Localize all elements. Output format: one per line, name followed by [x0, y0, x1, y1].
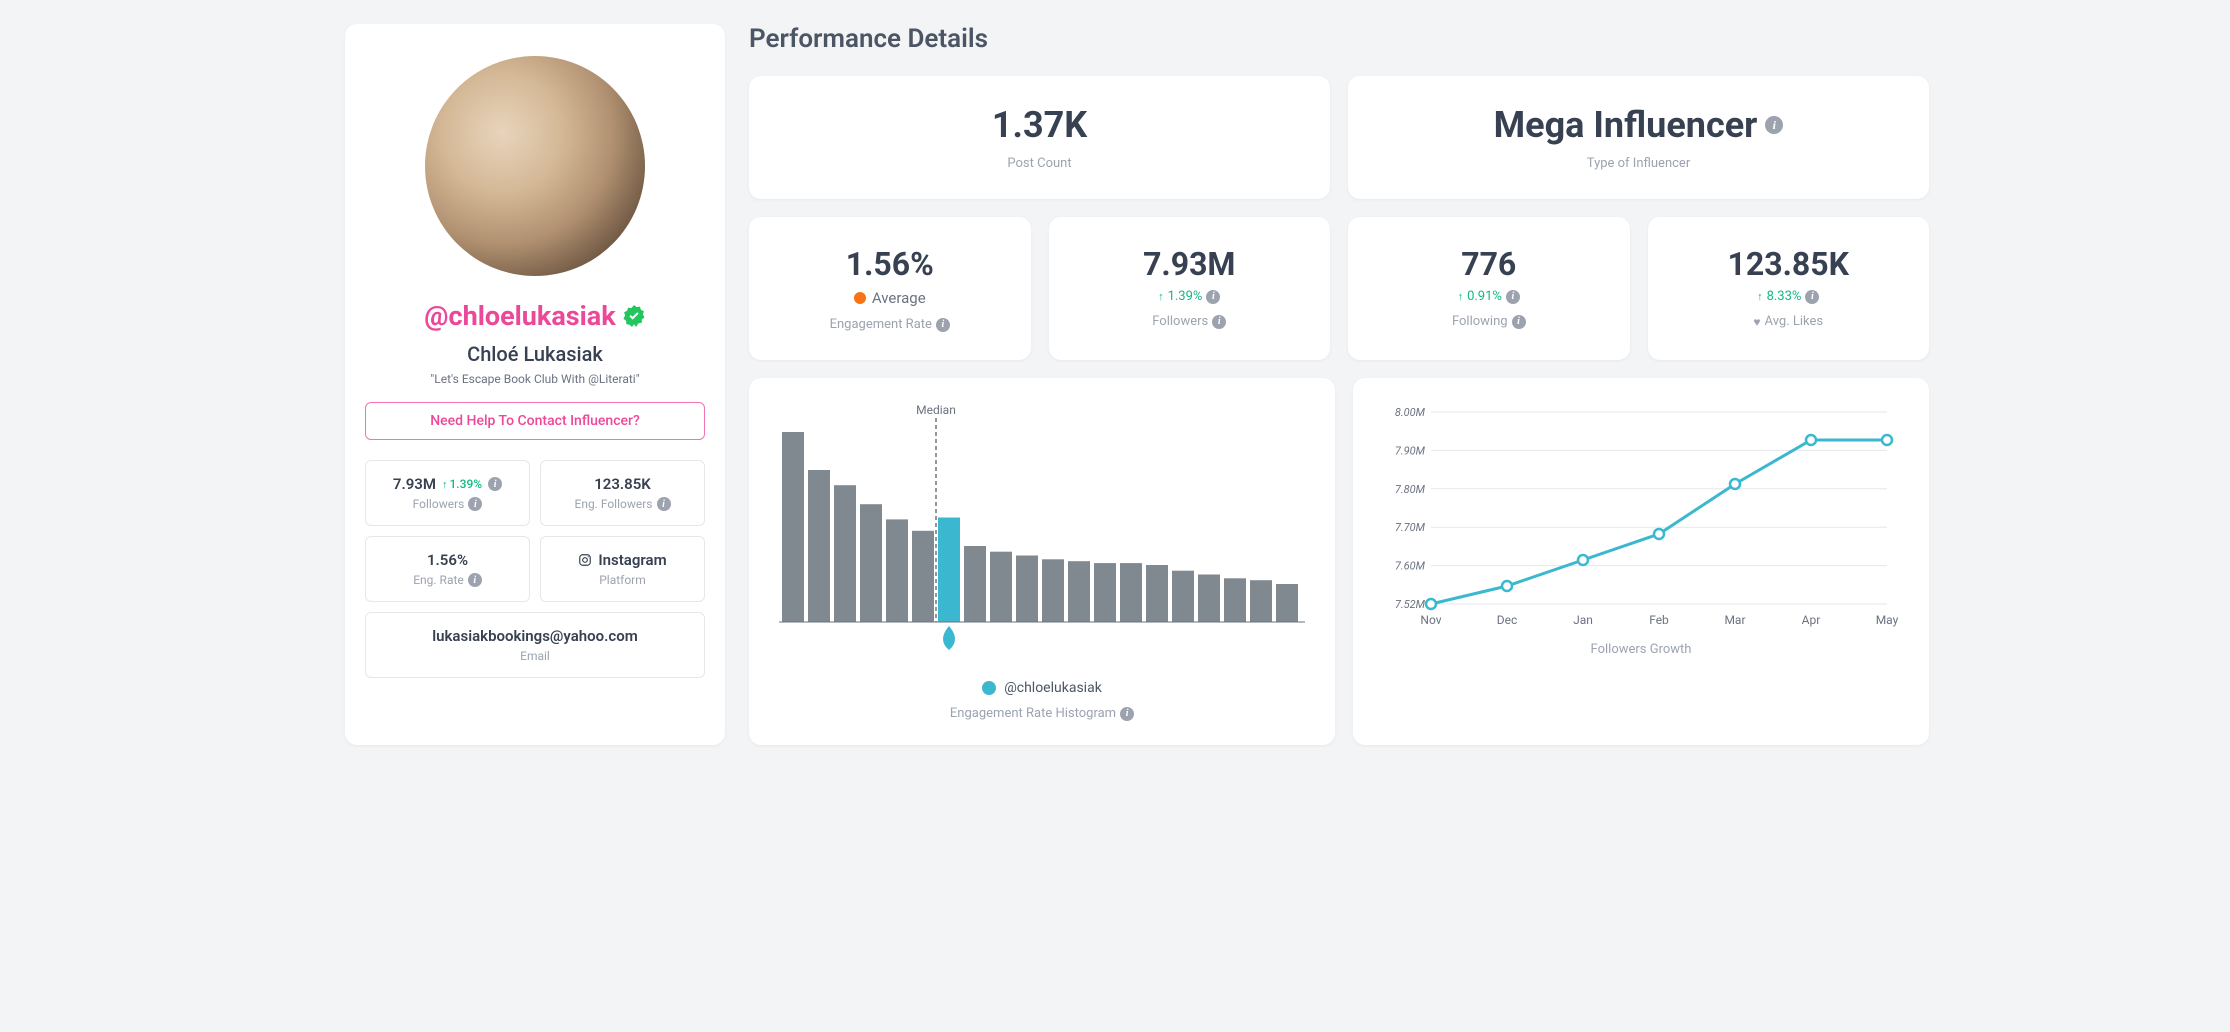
- stat-followers-value: 7.93M: [393, 475, 436, 493]
- stat-eng-followers: 123.85K Eng. Followersi: [540, 460, 705, 526]
- profile-bio: "Let's Escape Book Club With @Literati": [365, 372, 705, 386]
- info-icon[interactable]: i: [936, 318, 950, 332]
- instagram-icon: [578, 553, 592, 567]
- info-icon[interactable]: i: [1765, 116, 1783, 134]
- svg-text:7.70M: 7.70M: [1395, 521, 1426, 534]
- stat-followers: 7.93M ↑1.39% i Followersi: [365, 460, 530, 526]
- svg-text:Median: Median: [916, 403, 956, 417]
- svg-text:7.52M: 7.52M: [1395, 598, 1426, 611]
- profile-card: @chloelukasiak Chloé Lukasiak "Let's Esc…: [345, 24, 725, 745]
- section-title: Performance Details: [749, 24, 1929, 54]
- svg-text:7.80M: 7.80M: [1395, 483, 1426, 496]
- engagement-histogram-chart: Median: [777, 402, 1307, 658]
- verified-badge-icon: [622, 304, 646, 328]
- card-followers-growth: 7.52M 7.60M 7.70M 7.80M 7.90M 8.00M Nov Dec Jan F…: [1353, 378, 1929, 745]
- post-count-value: 1.37K: [769, 104, 1310, 146]
- info-icon[interactable]: i: [1512, 315, 1526, 329]
- info-icon[interactable]: i: [1212, 315, 1226, 329]
- svg-text:Jan: Jan: [1573, 613, 1593, 627]
- svg-text:8.00M: 8.00M: [1395, 406, 1426, 419]
- card-followers: 7.93M ↑1.39%i Followersi: [1049, 217, 1331, 360]
- influencer-type-value: Mega Influencer: [1494, 104, 1758, 146]
- card-influencer-type: Mega Influencer i Type of Influencer: [1348, 76, 1929, 199]
- info-icon[interactable]: i: [1805, 290, 1819, 304]
- info-icon[interactable]: i: [468, 497, 482, 511]
- profile-handle[interactable]: @chloelukasiak: [424, 300, 615, 332]
- contact-influencer-button[interactable]: Need Help To Contact Influencer?: [365, 402, 705, 440]
- info-icon[interactable]: i: [1206, 290, 1220, 304]
- stat-platform: Instagram Platform: [540, 536, 705, 602]
- info-icon[interactable]: i: [657, 497, 671, 511]
- histogram-legend: @chloelukasiak: [1004, 680, 1102, 696]
- up-arrow-icon: ↑: [1458, 290, 1464, 303]
- svg-text:Nov: Nov: [1420, 613, 1441, 627]
- svg-text:Apr: Apr: [1802, 613, 1821, 627]
- svg-text:May: May: [1876, 613, 1899, 627]
- up-arrow-icon: ↑: [442, 478, 448, 491]
- card-following: 776 ↑0.91%i Followingi: [1348, 217, 1630, 360]
- info-icon[interactable]: i: [1506, 290, 1520, 304]
- stat-email: lukasiakbookings@yahoo.com Email: [365, 612, 705, 678]
- up-arrow-icon: ↑: [1158, 290, 1164, 303]
- avatar: [425, 56, 645, 276]
- svg-text:Mar: Mar: [1724, 613, 1745, 627]
- svg-text:7.90M: 7.90M: [1395, 444, 1426, 457]
- info-icon[interactable]: i: [1120, 707, 1134, 721]
- svg-text:Dec: Dec: [1497, 613, 1518, 627]
- card-engagement-histogram: Median @chloelukasiak Engagement Rate Hi…: [749, 378, 1335, 745]
- heart-icon: ♥: [1753, 315, 1760, 329]
- up-arrow-icon: ↑: [1757, 290, 1763, 303]
- legend-dot: [982, 681, 996, 695]
- stat-eng-rate: 1.56% Eng. Ratei: [365, 536, 530, 602]
- info-icon[interactable]: i: [488, 477, 502, 491]
- svg-text:7.60M: 7.60M: [1395, 560, 1426, 573]
- card-avg-likes: 123.85K ↑8.33%i ♥Avg. Likes: [1648, 217, 1930, 360]
- card-post-count: 1.37K Post Count: [749, 76, 1330, 199]
- followers-growth-chart: 7.52M 7.60M 7.70M 7.80M 7.90M 8.00M Nov Dec Jan F…: [1381, 402, 1901, 632]
- info-icon[interactable]: i: [468, 573, 482, 587]
- rating-dot: [854, 292, 866, 304]
- card-engagement-rate: 1.56% Average Engagement Ratei: [749, 217, 1031, 360]
- profile-display-name: Chloé Lukasiak: [365, 342, 705, 366]
- svg-text:Feb: Feb: [1649, 613, 1669, 627]
